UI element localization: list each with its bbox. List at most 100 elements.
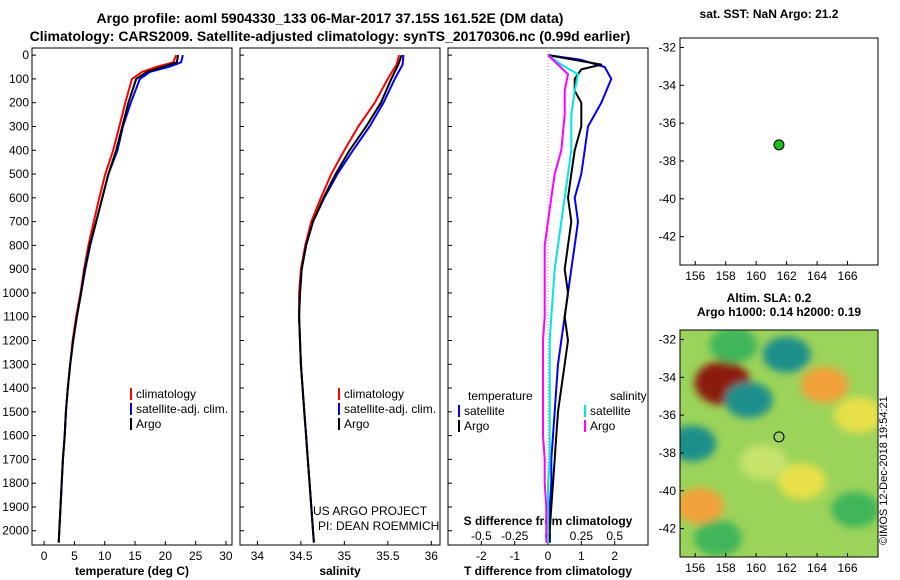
depth-tick-label: 1300 bbox=[2, 357, 29, 371]
sst-map-lat-tick-label: -32 bbox=[659, 40, 677, 54]
sst-map-lat-tick-label: -40 bbox=[659, 192, 677, 206]
salinity-x-axis-label: salinity bbox=[319, 564, 361, 578]
sla-map-lon-tick-label: 162 bbox=[777, 561, 797, 575]
salinity-x-tick-label: 36 bbox=[425, 549, 439, 563]
legend-group-title: salinity bbox=[610, 389, 647, 403]
sla-anomaly-blob bbox=[724, 381, 773, 418]
temperature-x-axis-label: temperature (deg C) bbox=[75, 564, 189, 578]
sla-anomaly-blob bbox=[800, 366, 849, 403]
salinity-diff-tick-label: 0.25 bbox=[570, 529, 594, 543]
credit-line-1: US ARGO PROJECT bbox=[313, 504, 428, 518]
salinity-series-satellite-adj-clim- bbox=[298, 55, 405, 543]
difference-from-climatology-x-tick-label: 0 bbox=[545, 549, 552, 563]
temperature-series-climatology bbox=[57, 54, 178, 543]
depth-tick-label: 1600 bbox=[2, 429, 29, 443]
salinity-series-argo bbox=[298, 54, 403, 543]
depth-tick-label: 100 bbox=[9, 72, 29, 86]
difference-from-climatology-x-tick-label: -1 bbox=[509, 549, 520, 563]
legend-entry: Argo bbox=[136, 417, 162, 431]
sla-anomaly-blob bbox=[831, 491, 878, 528]
depth-tick-label: 1900 bbox=[2, 500, 29, 514]
sst-map-lat-tick-label: -42 bbox=[659, 230, 677, 244]
legend-swatch bbox=[584, 420, 586, 432]
legend-swatch bbox=[338, 388, 340, 400]
sla-anomaly-blob bbox=[834, 397, 878, 434]
legend-swatch bbox=[130, 418, 132, 430]
difference-from-climatology-series-salinity-satellite bbox=[547, 54, 579, 543]
difference-from-climatology-series-temperature-argo bbox=[547, 54, 603, 543]
legend-swatch bbox=[338, 403, 340, 415]
depth-tick-label: 900 bbox=[9, 262, 29, 276]
sla-map-lat-tick-label: -34 bbox=[659, 370, 677, 384]
depth-tick-label: 500 bbox=[9, 167, 29, 181]
legend-swatch bbox=[130, 403, 132, 415]
legend-entry: satellite bbox=[464, 404, 505, 418]
sst-map-lon-tick-label: 160 bbox=[746, 269, 766, 283]
sla-anomaly-blob bbox=[694, 520, 743, 557]
salinity-x-tick-label: 34.5 bbox=[289, 549, 313, 563]
salinity-x-tick-label: 35.5 bbox=[376, 549, 400, 563]
sla-map-lon-tick-label: 156 bbox=[685, 561, 705, 575]
sla-anomaly-blob bbox=[680, 425, 717, 462]
sla-map-lon-tick-label: 164 bbox=[807, 561, 827, 575]
sla-map-lat-tick-label: -42 bbox=[659, 522, 677, 536]
depth-tick-label: 1000 bbox=[2, 286, 29, 300]
sla-anomaly-blob bbox=[762, 336, 811, 373]
sla-map-lon-tick-label: 166 bbox=[838, 561, 858, 575]
salinity-series-climatology bbox=[298, 54, 401, 543]
depth-tick-label: 300 bbox=[9, 119, 29, 133]
depth-tick-label: 1700 bbox=[2, 452, 29, 466]
salinity-plot-frame bbox=[239, 47, 441, 546]
sla-field bbox=[680, 330, 878, 557]
salinity-x-tick-label: 34 bbox=[251, 549, 265, 563]
difference-from-climatology-x-tick-label: 2 bbox=[611, 549, 618, 563]
depth-tick-label: 400 bbox=[9, 143, 29, 157]
sst-map-frame bbox=[679, 37, 879, 266]
credit-line-2: PI: DEAN ROEMMICH bbox=[318, 519, 439, 533]
sla-map-lat-tick-label: -38 bbox=[659, 446, 677, 460]
difference-from-climatology-series-salinity-argo bbox=[542, 54, 569, 543]
chart-title: Argo profile: aoml 5904330_133 06-Mar-20… bbox=[96, 10, 564, 26]
temperature-x-tick-label: 20 bbox=[159, 549, 173, 563]
difference-from-climatology-series-temperature-satellite bbox=[547, 54, 613, 543]
sla-anomaly-blob bbox=[680, 487, 724, 524]
depth-tick-label: 1200 bbox=[2, 333, 29, 347]
legend-entry: satellite-adj. clim. bbox=[136, 402, 228, 416]
sst-map-lon-tick-label: 166 bbox=[838, 269, 858, 283]
temperature-x-tick-label: 5 bbox=[71, 549, 78, 563]
depth-tick-label: 700 bbox=[9, 215, 29, 229]
depth-tick-label: 1800 bbox=[2, 476, 29, 490]
sla-anomaly-blob bbox=[739, 444, 788, 481]
depth-tick-label: 800 bbox=[9, 238, 29, 252]
sla-anomaly-blob bbox=[709, 330, 758, 364]
temperature-x-tick-label: 10 bbox=[98, 549, 112, 563]
legend-entry: Argo bbox=[344, 417, 370, 431]
legend-entry: satellite bbox=[590, 404, 631, 418]
imos-timestamp: ©IMOS 12-Dec-2018 19:54:21 bbox=[878, 396, 890, 545]
sst-map-lat-tick-label: -38 bbox=[659, 154, 677, 168]
legend-entry: Argo bbox=[590, 419, 616, 433]
float-position-marker bbox=[773, 139, 785, 151]
sst-map-lon-tick-label: 164 bbox=[807, 269, 827, 283]
temperature-plot-frame bbox=[31, 47, 233, 546]
temperature-x-tick-label: 0 bbox=[41, 549, 48, 563]
chart-subtitle: Climatology: CARS2009. Satellite-adjuste… bbox=[29, 28, 631, 44]
legend-swatch bbox=[584, 405, 586, 417]
depth-tick-label: 1500 bbox=[2, 405, 29, 419]
depth-tick-label: 1400 bbox=[2, 381, 29, 395]
temperature-x-tick-label: 15 bbox=[128, 549, 142, 563]
salinity-diff-tick-label: 0.5 bbox=[606, 529, 623, 543]
salinity-diff-tick-label: -0.5 bbox=[471, 529, 492, 543]
legend-entry: satellite-adj. clim. bbox=[344, 402, 436, 416]
sst-map-lon-tick-label: 156 bbox=[685, 269, 705, 283]
sla-map-lon-tick-label: 160 bbox=[746, 561, 766, 575]
float-position-marker bbox=[773, 431, 785, 443]
depth-tick-label: 2000 bbox=[2, 524, 29, 538]
sla-map-frame bbox=[679, 329, 879, 558]
sla-anomaly-blob bbox=[777, 463, 826, 500]
sla-map-subtitle: Argo h1000: 0.14 h2000: 0.19 bbox=[697, 305, 861, 319]
legend-swatch bbox=[458, 405, 460, 417]
depth-tick-label: 0 bbox=[22, 48, 29, 62]
salinity-x-tick-label: 35 bbox=[338, 549, 352, 563]
